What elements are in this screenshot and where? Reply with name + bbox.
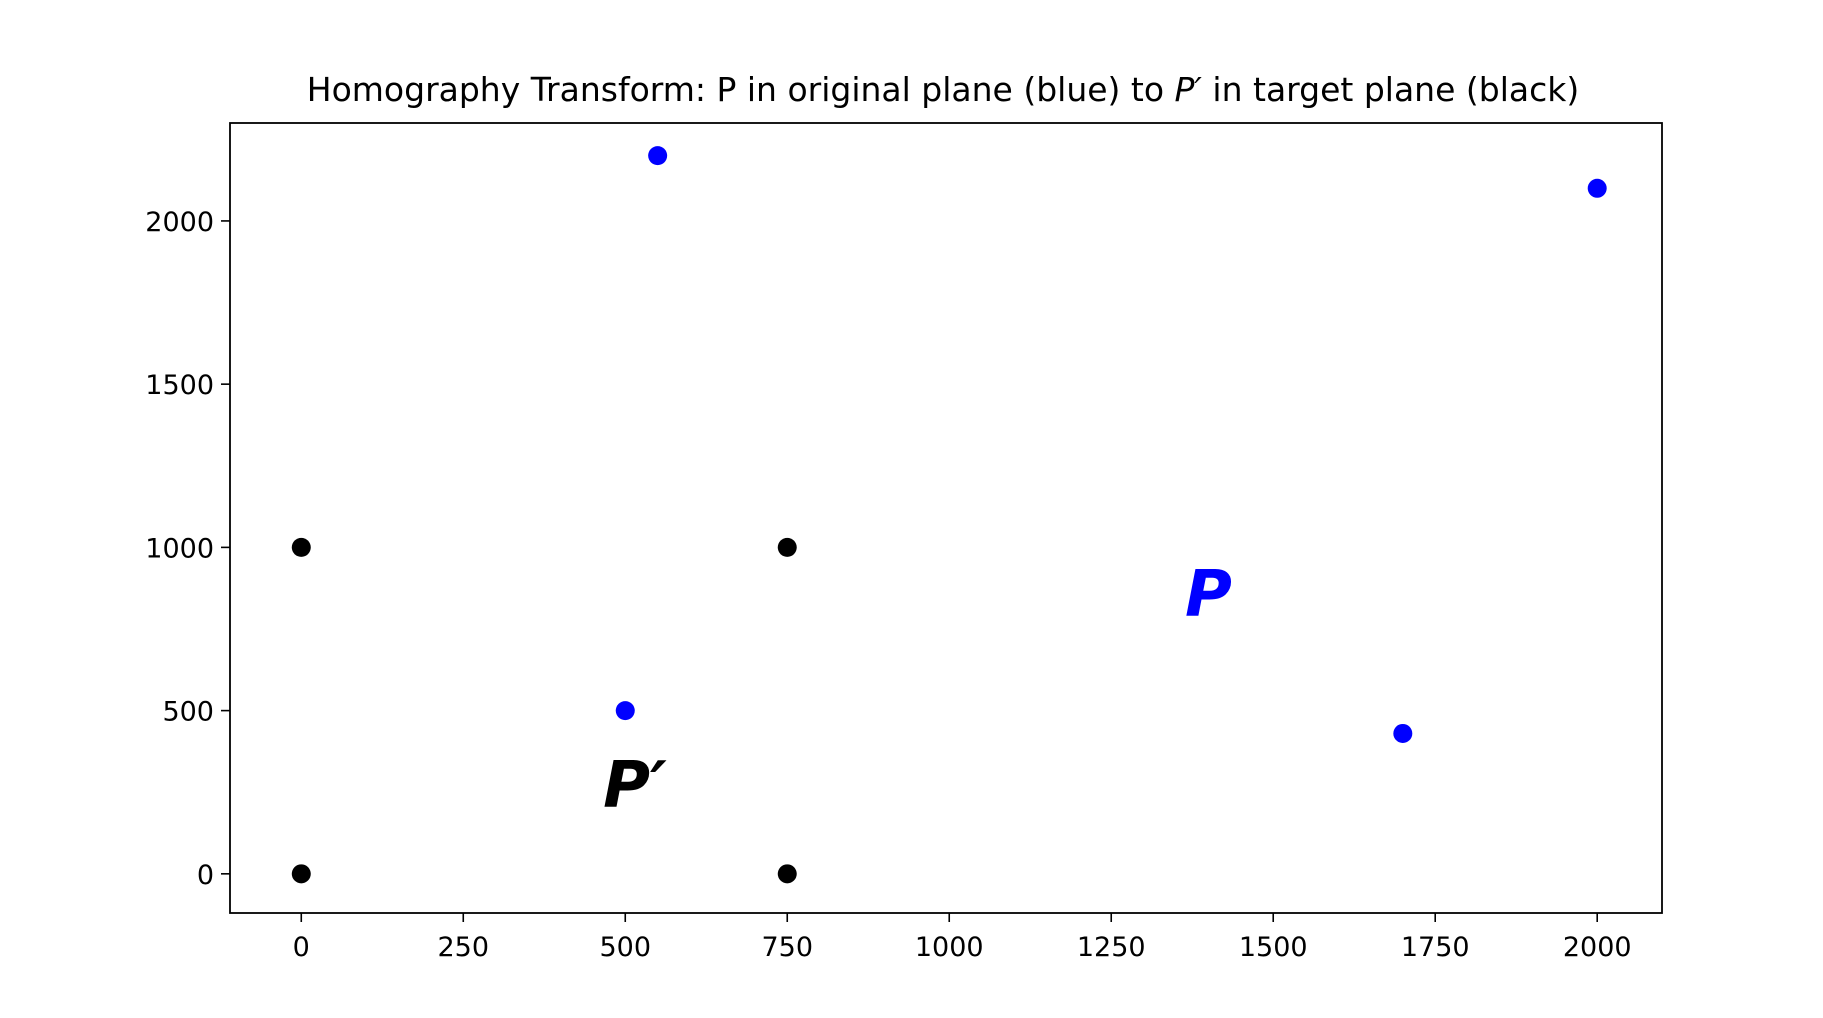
chart-title: Homography Transform: P in original plan… (307, 70, 1579, 109)
series-0-point-3 (1393, 723, 1413, 743)
chart-title-suffix: in target plane (black) (1202, 70, 1579, 109)
series-0-point-0 (648, 146, 668, 166)
y-tick-label-4: 2000 (145, 207, 214, 238)
x-tick-label-0: 0 (293, 932, 310, 963)
plot-frame (229, 122, 1663, 914)
x-tick-label-8: 2000 (1563, 932, 1632, 963)
y-tick-label-1: 500 (162, 697, 214, 728)
y-tick-label-2: 1000 (145, 533, 214, 564)
annotation-label-0: P (1185, 558, 1232, 632)
series-1-point-3 (777, 864, 797, 884)
annotation-label-1: P′ (603, 749, 667, 823)
series-1-point-0 (291, 537, 311, 557)
series-1-point-1 (777, 537, 797, 557)
x-tick-label-7: 1750 (1401, 932, 1470, 963)
chart-title-prefix: Homography Transform: P in original plan… (307, 70, 1175, 109)
x-tick-label-6: 1500 (1239, 932, 1308, 963)
series-0-point-1 (1587, 178, 1607, 198)
x-tick-label-2: 500 (599, 932, 651, 963)
y-tick-label-0: 0 (197, 860, 214, 891)
x-tick-label-1: 250 (437, 932, 489, 963)
y-tick-label-3: 1500 (145, 370, 214, 401)
chart-title-math: P′ (1175, 70, 1203, 109)
x-tick-label-3: 750 (761, 932, 813, 963)
series-1-point-2 (291, 864, 311, 884)
plot-area: 0 250 500 750 1000 1250 1500 1750 2000 0 500 1000 15… (145, 122, 1663, 963)
series-0-point-2 (615, 701, 635, 721)
x-tick-label-4: 1000 (915, 932, 984, 963)
x-tick-label-5: 1250 (1077, 932, 1146, 963)
